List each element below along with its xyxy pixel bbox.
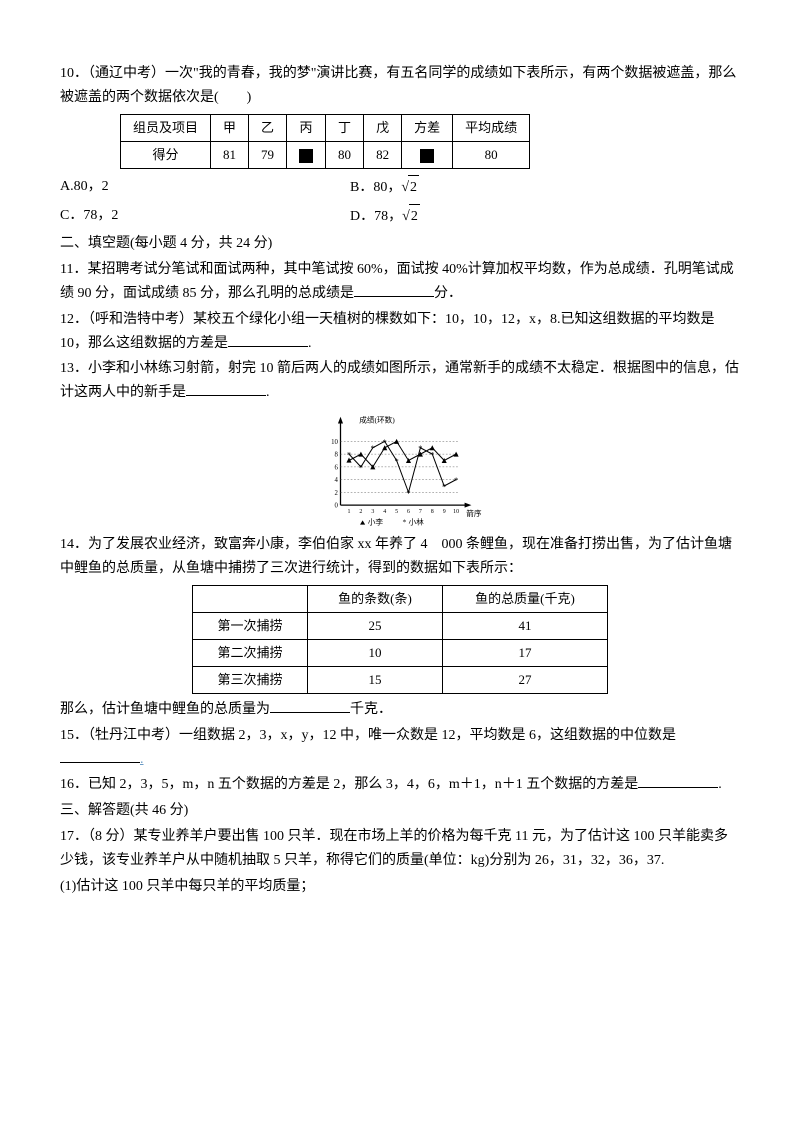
svg-text:1: 1: [348, 509, 351, 515]
blank: [60, 748, 140, 763]
q14-r01: 25: [308, 612, 443, 639]
q14-r02: 41: [443, 612, 608, 639]
q10-table: 组员及项目 甲 乙 丙 丁 戊 方差 平均成绩 得分 81 79 80 82 8…: [120, 114, 530, 169]
q10-h1: 甲: [211, 114, 249, 141]
q10-r7: 80: [453, 141, 530, 168]
svg-text:6: 6: [335, 464, 339, 471]
q14-r22: 27: [443, 666, 608, 693]
blackbox-icon: [420, 149, 434, 163]
blank: [186, 381, 266, 396]
q10-r1: 81: [211, 141, 249, 168]
svg-text:*: *: [454, 475, 458, 485]
q14-r11: 10: [308, 639, 443, 666]
q10-r2: 79: [249, 141, 287, 168]
svg-text:*: *: [359, 462, 363, 472]
svg-text:5: 5: [395, 509, 398, 515]
q10-optC: C．78，2: [60, 204, 350, 229]
q14-r10: 第二次捕捞: [193, 639, 308, 666]
q16: 16．已知 2，3，5，m，n 五个数据的方差是 2，那么 3，4，6，m＋1，…: [60, 773, 740, 797]
svg-text:2: 2: [335, 490, 339, 497]
svg-text:*: *: [383, 437, 387, 447]
svg-text:8: 8: [431, 509, 434, 515]
svg-text:*: *: [406, 488, 410, 498]
svg-text:2: 2: [359, 509, 362, 515]
q14-h0: [193, 585, 308, 612]
svg-text:*: *: [442, 481, 446, 491]
svg-text:小林: 小林: [409, 517, 425, 527]
svg-text:10: 10: [453, 509, 459, 515]
section3-heading: 三、解答题(共 46 分): [60, 799, 740, 823]
svg-text:*: *: [394, 456, 398, 466]
svg-text:3: 3: [371, 509, 374, 515]
svg-text:10: 10: [331, 439, 338, 446]
svg-text:小李: 小李: [368, 517, 384, 527]
blackbox-icon: [299, 149, 313, 163]
q15: 15．（牡丹江中考）一组数据 2，3，x，y，12 中，唯一众数是 12，平均数…: [60, 724, 740, 772]
svg-text:8: 8: [335, 452, 339, 459]
q14-r21: 15: [308, 666, 443, 693]
q14-r12: 17: [443, 639, 608, 666]
svg-text:*: *: [371, 443, 375, 453]
q10-h4: 丁: [326, 114, 364, 141]
svg-text:*: *: [403, 518, 407, 527]
q10-optA: A.80，2: [60, 175, 350, 200]
q17-line2: (1)估计这 100 只羊中每只羊的平均质量；: [60, 875, 740, 899]
q10-h6: 方差: [402, 114, 453, 141]
q10-text: 10．（通辽中考）一次"我的青春，我的梦"演讲比赛，有五名同学的成绩如下表所示，…: [60, 62, 740, 110]
q10-h7: 平均成绩: [453, 114, 530, 141]
q14-h1: 鱼的条数(条): [308, 585, 443, 612]
svg-text:箭序: 箭序: [466, 508, 482, 518]
q10-h3: 丙: [287, 114, 326, 141]
svg-text:9: 9: [443, 509, 446, 515]
q10-h0: 组员及项目: [121, 114, 211, 141]
q14-text2: 那么，估计鱼塘中鲤鱼的总质量为千克．: [60, 698, 740, 722]
q10-r5: 82: [364, 141, 402, 168]
q10-optD: D．78，√2: [350, 204, 420, 229]
q10-optB: B．80，√2: [350, 175, 419, 200]
q14-r00: 第一次捕捞: [193, 612, 308, 639]
blank: [354, 282, 434, 297]
q17-line1: 17．（8 分）某专业养羊户要出售 100 只羊．现在市场上羊的价格为每千克 1…: [60, 825, 740, 873]
q12: 12．（呼和浩特中考）某校五个绿化小组一天植树的棵数如下：10，10，12，x，…: [60, 308, 740, 356]
q14-text1: 14．为了发展农业经济，致富奔小康，李伯伯家 xx 年养了 4 000 条鲤鱼，…: [60, 533, 740, 581]
svg-text:*: *: [347, 449, 351, 459]
q10-r0: 得分: [121, 141, 211, 168]
svg-text:0: 0: [335, 503, 339, 510]
q11: 11．某招聘考试分笔试和面试两种，其中笔试按 60%，面试按 40%计算加权平均…: [60, 258, 740, 306]
q10-h2: 乙: [249, 114, 287, 141]
q14-h2: 鱼的总质量(千克): [443, 585, 608, 612]
blank: [228, 332, 308, 347]
q10-r6: [402, 141, 453, 168]
svg-text:4: 4: [335, 477, 339, 484]
svg-text:*: *: [430, 449, 434, 459]
blank: [638, 773, 718, 788]
q13: 13．小李和小林练习射箭，射完 10 箭后两人的成绩如图所示，通常新手的成绩不太…: [60, 357, 740, 405]
blank: [270, 698, 350, 713]
section2-heading: 二、填空题(每小题 4 分，共 24 分): [60, 232, 740, 256]
line-chart: 0 2 4 6 8 10 123 456 789 10 成绩(环数) 箭序 **…: [315, 409, 485, 529]
q10-r3: [287, 141, 326, 168]
q14-r20: 第三次捕捞: [193, 666, 308, 693]
q14-table: 鱼的条数(条) 鱼的总质量(千克) 第一次捕捞2541 第二次捕捞1017 第三…: [192, 585, 608, 694]
svg-text:4: 4: [383, 509, 386, 515]
svg-text:成绩(环数): 成绩(环数): [359, 415, 395, 425]
svg-text:6: 6: [407, 509, 410, 515]
svg-text:7: 7: [419, 509, 422, 515]
q10-h5: 戊: [364, 114, 402, 141]
q10-r4: 80: [326, 141, 364, 168]
svg-text:*: *: [418, 443, 422, 453]
